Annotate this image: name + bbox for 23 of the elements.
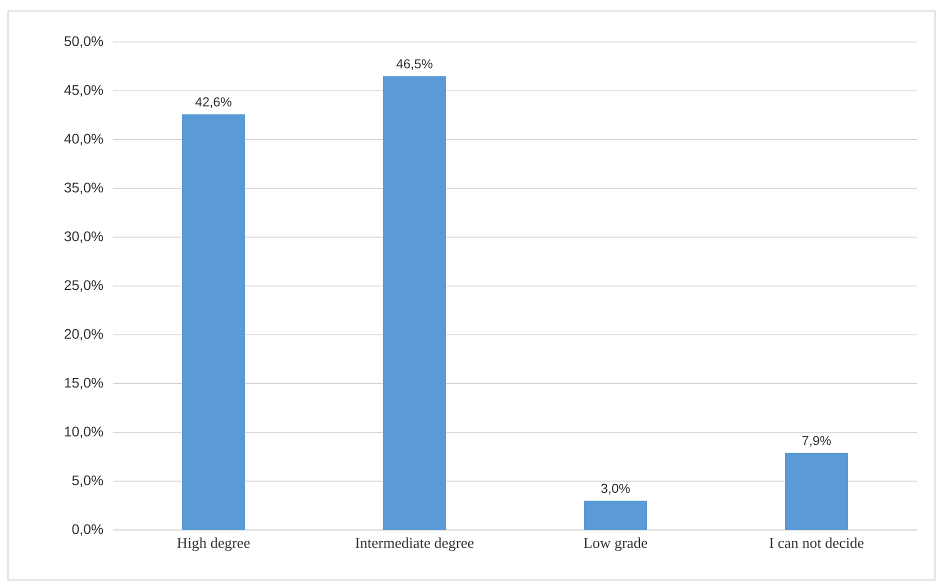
y-tick-label: 10,0% — [65, 426, 103, 438]
y-tick-label: 45,0% — [64, 85, 103, 97]
data-label: 7,9% — [802, 436, 831, 447]
x-tick-label: High degree — [177, 538, 250, 552]
x-tick-label: I can not decide — [770, 538, 864, 548]
y-tick-label: 50,0% — [64, 36, 103, 48]
y-tick-label: 35,0% — [64, 182, 103, 194]
x-tick-label: Low grade — [584, 538, 648, 552]
data-label: 42,6% — [195, 97, 232, 108]
y-tick-label: 15,0% — [65, 378, 103, 390]
y-tick-label: 5,0% — [72, 475, 103, 487]
data-label: 3,0% — [601, 484, 630, 495]
y-tick-label: 40,0% — [64, 134, 103, 146]
bar — [383, 76, 446, 530]
y-tick-label: 30,0% — [64, 231, 103, 243]
bar — [785, 452, 848, 530]
data-label: 46,5% — [396, 59, 432, 70]
bar — [182, 114, 246, 530]
x-tick-label: Intermediate degree — [356, 538, 474, 552]
y-tick-label: 0,0% — [72, 524, 103, 536]
bar — [584, 500, 648, 530]
y-tick-label: 25,0% — [64, 280, 103, 292]
y-tick-label: 20,0% — [64, 329, 103, 341]
